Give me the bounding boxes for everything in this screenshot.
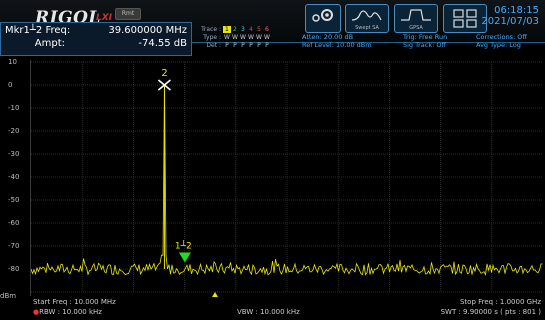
trace-type: W — [223, 34, 230, 41]
trace-det: P — [233, 42, 237, 49]
trace-6-indicator[interactable]: 6 — [265, 26, 269, 33]
rbw-text: RBW : 10.000 kHz — [39, 308, 102, 316]
y-tick-label: -30 — [8, 150, 20, 158]
bandpass-icon — [401, 9, 431, 21]
date-text: 2021/07/03 — [481, 16, 539, 27]
type-label: Type : — [203, 34, 221, 41]
y-unit-label: dBm — [0, 292, 17, 300]
y-tick-label: 0 — [8, 81, 13, 89]
det-label: Det : — [206, 42, 221, 49]
swept-sa-button[interactable]: Swept SA — [345, 4, 389, 33]
trace-type: W — [255, 34, 262, 41]
y-tick-label: -50 — [8, 196, 20, 204]
trace-type: W — [247, 34, 254, 41]
trace-det: P — [265, 42, 269, 49]
trace-det: P — [257, 42, 261, 49]
rbw[interactable]: ●RBW : 10.000 kHz — [33, 308, 102, 316]
atten-text: Atten: 20.00 dB — [302, 33, 354, 41]
marker-readout-panel[interactable]: Mkr1┴2 Freq: 39.600000 MHz Ampt: -74.55 … — [0, 22, 192, 56]
corrections-text: Corrections: Off — [476, 33, 527, 41]
rbw-dot-icon: ● — [33, 308, 40, 316]
trace-det: P — [249, 42, 253, 49]
y-axis: dBm 10 0 -10 -20 -30 -40 -50 -60 -70 -80 — [0, 58, 30, 300]
trig-text: Trig: Free Run — [403, 33, 448, 41]
vbw[interactable]: VBW : 10.000 kHz — [237, 308, 300, 316]
y-tick-label: -80 — [8, 265, 20, 273]
trace-1-indicator[interactable]: 1 — [222, 26, 231, 33]
y-tick-label: -60 — [8, 219, 20, 227]
swt[interactable]: SWT : 9.90000 s ( pts : 801 ) — [440, 308, 541, 316]
grid-layout-icon — [453, 9, 477, 28]
remote-badge: Rmt — [115, 8, 141, 20]
y-tick-label: -40 — [8, 173, 20, 181]
trace-4-indicator[interactable]: 4 — [249, 26, 253, 33]
gear-icon — [312, 9, 333, 22]
y-tick-label: 10 — [8, 58, 17, 66]
trace-det: P — [241, 42, 245, 49]
layout-button[interactable] — [443, 4, 487, 33]
swept-sa-label: Swept SA — [355, 25, 379, 31]
trace-type: W — [231, 34, 238, 41]
y-tick-label: -20 — [8, 127, 20, 135]
trace-label: Trace : — [201, 26, 221, 33]
trace-2-indicator[interactable]: 2 — [233, 26, 237, 33]
marker-1-label: 1┴2 — [175, 239, 192, 251]
gpsa-label: GPSA — [409, 25, 423, 31]
marker-1-triangle-icon — [178, 252, 191, 263]
marker-ampt-label: Ampt: — [34, 38, 65, 49]
trace-1-line — [31, 84, 543, 277]
avg-type-text: Avg Type: Log — [476, 41, 521, 49]
sweep-icon — [351, 10, 382, 21]
trace-type: W — [263, 34, 270, 41]
spectrum-plot[interactable]: 2 1┴2 — [30, 60, 543, 296]
marker-freq-value: 39.600000 MHz — [108, 25, 187, 36]
marker-ampt-value: -74.55 dB — [138, 38, 187, 49]
trace-5-indicator[interactable]: 5 — [257, 26, 261, 33]
marker-2-label: 2 — [161, 68, 167, 79]
stop-freq[interactable]: Stop Freq : 1.0000 GHz — [459, 298, 541, 306]
center-freq-marker-icon — [212, 292, 218, 297]
start-freq[interactable]: Start Freq : 10.000 MHz — [33, 298, 116, 306]
trace-3-indicator[interactable]: 3 — [241, 26, 245, 33]
clock: 06:18:15 2021/07/03 — [481, 5, 539, 27]
time-text: 06:18:15 — [494, 5, 539, 16]
marker-freq-label: Mkr1┴2 Freq: — [5, 25, 71, 36]
y-tick-label: -10 — [8, 104, 20, 112]
lxi-icon: LXI — [96, 13, 113, 23]
sig-track-text: Sig Track: Off — [403, 41, 446, 49]
measurement-settings[interactable]: Atten: 20.00 dB Ref Level: 10.00 dBm Tri… — [300, 33, 545, 53]
ref-level-text: Ref Level: 10.00 dBm — [302, 41, 372, 49]
settings-button[interactable] — [305, 4, 341, 33]
trace-type: W — [239, 34, 246, 41]
marker-2-cross-icon — [157, 79, 171, 91]
gpsa-button[interactable]: GPSA — [394, 4, 438, 33]
y-tick-label: -70 — [8, 242, 20, 250]
footer-bar: Start Freq : 10.000 MHz Stop Freq : 1.00… — [0, 296, 545, 320]
trace-det: P — [225, 42, 229, 49]
